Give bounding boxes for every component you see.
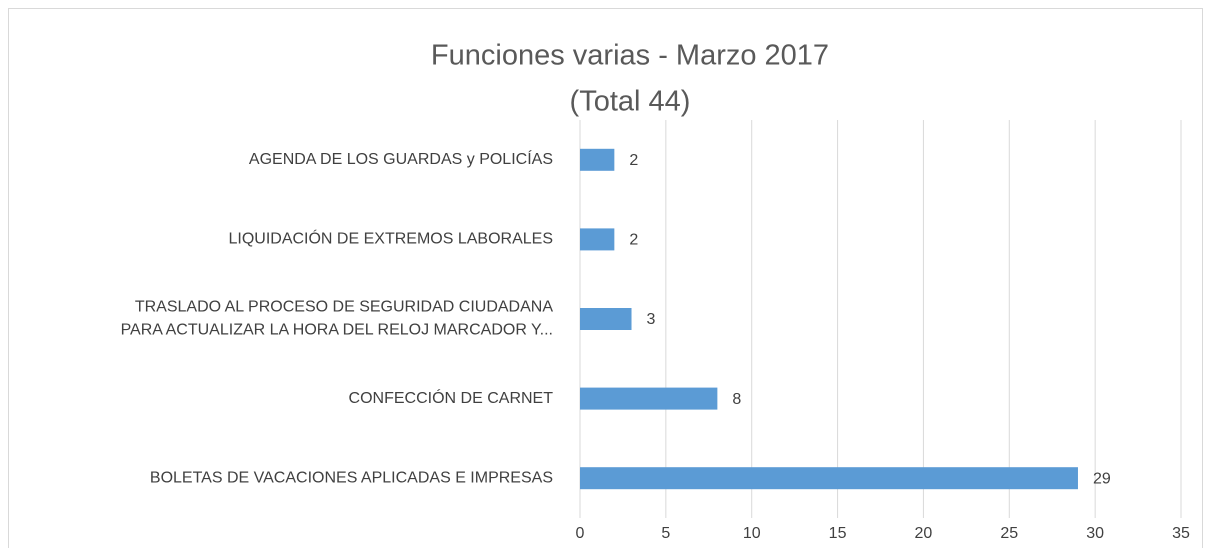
x-tick-label: 35 bbox=[1172, 525, 1190, 542]
x-tick-label: 15 bbox=[829, 525, 847, 542]
x-tick-label: 30 bbox=[1086, 525, 1104, 542]
y-tick-label: BOLETAS DE VACACIONES APLICADAS E IMPRES… bbox=[150, 469, 553, 486]
bar bbox=[580, 467, 1078, 490]
bar bbox=[580, 387, 718, 410]
bar bbox=[580, 228, 615, 251]
chart-border bbox=[8, 8, 1203, 548]
x-tick-label: 5 bbox=[661, 525, 670, 542]
y-tick-label: TRASLADO AL PROCESO DE SEGURIDAD CIUDADA… bbox=[135, 299, 553, 316]
data-label: 8 bbox=[732, 391, 741, 408]
bar bbox=[580, 308, 632, 330]
data-label: 3 bbox=[647, 311, 656, 328]
x-tick-label: 20 bbox=[915, 525, 933, 542]
data-label: 2 bbox=[629, 152, 638, 169]
x-tick-label: 0 bbox=[576, 525, 585, 542]
y-tick-label: LIQUIDACIÓN DE EXTREMOS LABORALES bbox=[228, 229, 553, 248]
y-tick-label: AGENDA DE LOS GUARDAS y POLICÍAS bbox=[249, 149, 553, 168]
data-label: 29 bbox=[1093, 470, 1111, 487]
bar bbox=[580, 148, 615, 171]
y-tick-label: CONFECCIÓN DE CARNET bbox=[349, 388, 554, 407]
chart-title: Funciones varias - Marzo 2017 bbox=[431, 40, 829, 72]
x-tick-label: 25 bbox=[1000, 525, 1018, 542]
y-tick-label: PARA ACTUALIZAR LA HORA DEL RELOJ MARCAD… bbox=[121, 322, 553, 339]
data-label: 2 bbox=[629, 232, 638, 249]
chart-subtitle: (Total 44) bbox=[570, 86, 691, 118]
x-tick-label: 10 bbox=[743, 525, 761, 542]
